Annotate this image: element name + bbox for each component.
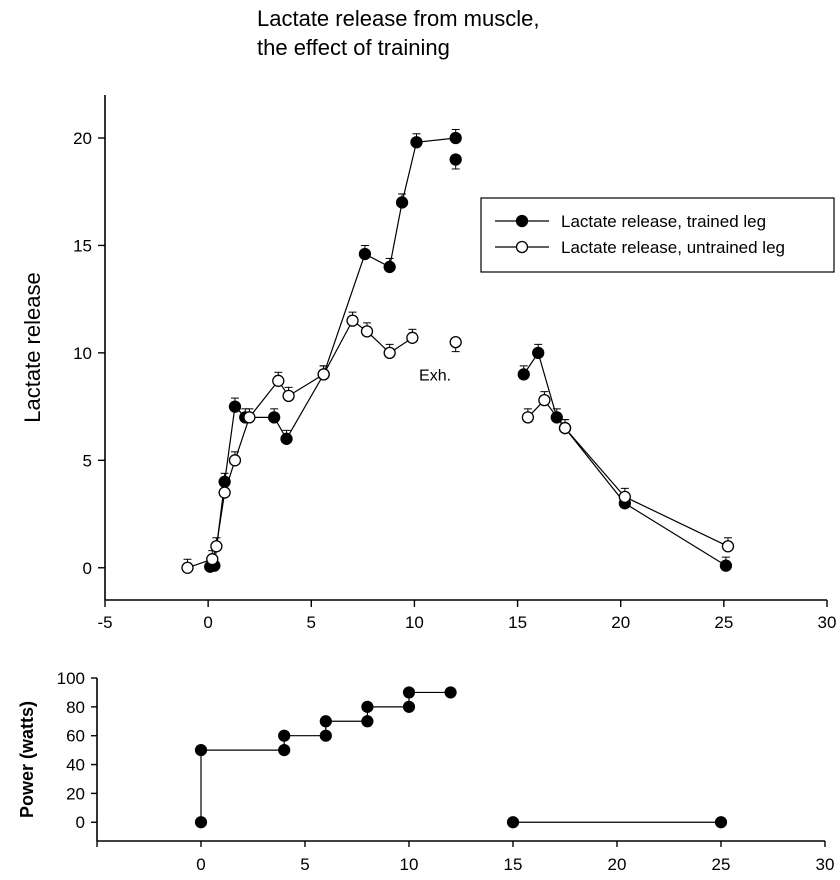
data-point (521, 411, 535, 424)
top-x-tick-label: 10 (405, 613, 424, 632)
bottom-y-tick-label: 80 (66, 698, 85, 717)
legend-label: Lactate release, untrained leg (561, 238, 785, 257)
data-point (410, 136, 423, 149)
data-point (402, 700, 416, 713)
bottom-y-tick-label: 100 (57, 669, 85, 688)
data-point (358, 247, 372, 261)
top-y-tick-label: 15 (73, 236, 92, 255)
bottom-y-tick-label: 40 (66, 756, 85, 775)
data-point (618, 490, 631, 504)
bottom-x-tick-label: 30 (816, 855, 835, 874)
data-point (517, 368, 530, 381)
bottom-x-tick-label: 0 (196, 855, 205, 874)
data-point (243, 411, 256, 424)
data-point (360, 325, 374, 338)
legend-box (480, 197, 835, 273)
legend-label: Lactate release, trained leg (561, 212, 766, 231)
bottom-y-axis-label: Power (watts) (17, 701, 37, 818)
top-y-tick-label: 0 (83, 559, 92, 578)
top-y-tick-label: 5 (83, 451, 92, 470)
data-point (218, 486, 231, 499)
chart-title: Lactate release from muscle, the effect … (257, 4, 539, 62)
series-line (210, 137, 456, 568)
bottom-y-tick-label: 60 (66, 727, 85, 746)
bottom-x-tick-label: 15 (504, 855, 523, 874)
data-point (383, 260, 396, 274)
data-point (317, 368, 330, 381)
data-point (346, 314, 359, 327)
data-point (449, 153, 462, 166)
legend: Lactate release, trained leg Lactate rele… (480, 197, 835, 273)
data-point (714, 816, 728, 829)
data-point (406, 331, 419, 344)
bottom-x-tick-label: 25 (712, 855, 731, 874)
data-point (538, 393, 551, 407)
data-point (278, 744, 291, 757)
top-x-tick-label: 0 (203, 613, 212, 632)
top-x-tick-label: 25 (714, 613, 733, 632)
top-x-tick-label: -5 (97, 613, 112, 632)
data-point (206, 553, 219, 566)
top-y-tick-label: 20 (73, 129, 92, 148)
data-point (532, 346, 545, 360)
series-line (523, 351, 727, 567)
series-line (200, 691, 451, 823)
top-y-axis-label: Lactate release (20, 272, 45, 422)
series-power (194, 686, 728, 829)
data-point (280, 432, 293, 445)
bottom-x-tick-label: 5 (300, 855, 309, 874)
data-point (558, 421, 572, 435)
chart-title-line-2: the effect of training (257, 35, 450, 60)
bottom-y-tick-label: 20 (66, 784, 85, 803)
data-point (449, 335, 462, 349)
chart-title-line-1: Lactate release from muscle, (257, 6, 540, 31)
data-point (721, 540, 735, 553)
data-point (506, 816, 520, 829)
data-point (194, 816, 208, 829)
data-point (402, 686, 416, 699)
data-point (228, 454, 242, 467)
bottom-y-tick-label: 0 (76, 813, 85, 832)
data-point (361, 715, 374, 728)
bottom-x-tick-label: 20 (608, 855, 627, 874)
data-point (719, 559, 733, 572)
bottom-x-tick-label: 10 (400, 855, 419, 874)
data-point (228, 400, 242, 413)
legend-marker (515, 214, 529, 228)
data-point (444, 686, 457, 699)
data-point (194, 744, 208, 757)
data-point (282, 389, 295, 403)
data-point (361, 700, 374, 713)
series-trained-leg (204, 128, 733, 573)
top-x-tick-label: 30 (818, 613, 837, 632)
data-point (449, 131, 462, 145)
data-point (210, 540, 223, 553)
exhaustion-annotation: Exh. (419, 367, 451, 384)
data-point (181, 561, 194, 574)
data-point (268, 411, 281, 424)
top-x-tick-label: 20 (611, 613, 630, 632)
top-x-tick-label: 15 (508, 613, 527, 632)
top-y-tick-label: 10 (73, 344, 92, 363)
legend-marker (515, 240, 529, 254)
data-point (272, 374, 285, 387)
data-point (383, 346, 396, 360)
data-point (395, 196, 409, 209)
data-point (319, 715, 332, 728)
data-point (278, 729, 291, 742)
series-line (187, 319, 413, 569)
top-x-tick-label: 5 (307, 613, 316, 632)
data-point (319, 729, 332, 742)
series-untrained-leg (181, 311, 735, 574)
